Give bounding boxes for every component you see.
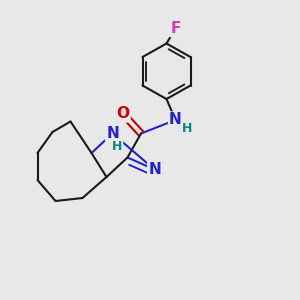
Text: F: F [170,21,181,36]
Text: H: H [112,140,122,153]
Text: N: N [106,126,119,141]
Text: H: H [182,122,192,136]
Text: N: N [169,112,182,128]
Text: O: O [116,106,130,122]
Text: N: N [148,162,161,177]
